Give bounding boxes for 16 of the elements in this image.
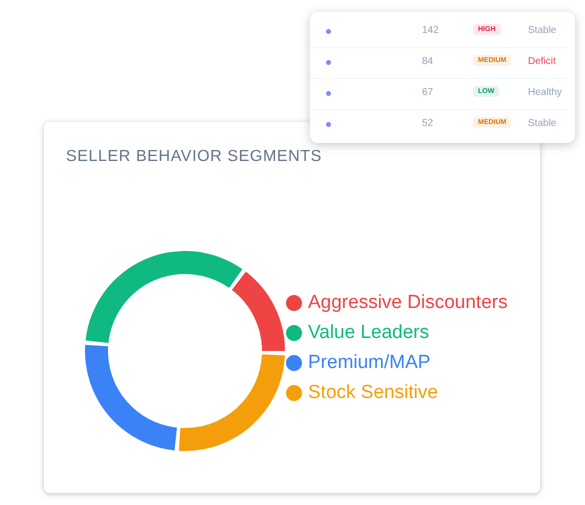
legend-label: Aggressive Discounters: [308, 292, 508, 314]
text: Stable: [528, 118, 556, 129]
text: Deficit: [528, 56, 556, 67]
chart-title: SELLER BEHAVIOR SEGMENTS: [66, 148, 322, 166]
text: Stable: [528, 25, 556, 36]
donut-slice: [232, 272, 285, 351]
legend-label: Premium/MAP: [308, 352, 430, 374]
donut-slice: [178, 354, 285, 451]
text: 142: [422, 25, 439, 36]
text: 84: [422, 56, 434, 67]
legend-label: Value Leaders: [308, 322, 430, 344]
text: Healthy: [528, 87, 562, 98]
donut-slice: [85, 344, 177, 450]
text: 52: [422, 118, 434, 129]
text: 67: [422, 87, 434, 98]
legend-label: Stock Sensitive: [308, 382, 438, 404]
